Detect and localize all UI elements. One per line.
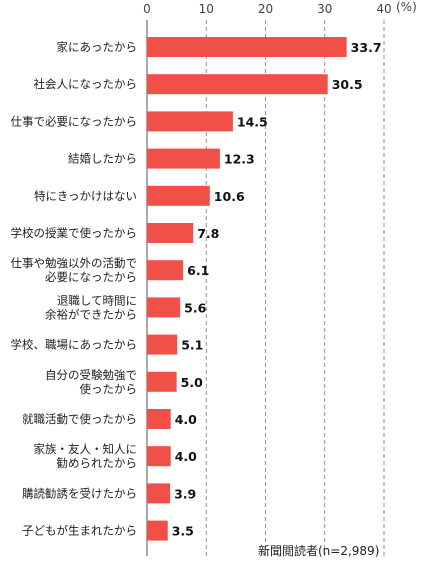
value-label: 4.0 — [175, 412, 197, 427]
value-label: 10.6 — [214, 189, 245, 204]
category-label: 子どもが生まれたから — [22, 524, 137, 538]
x-axis-ticks: 0 10 20 30 40 — [143, 2, 391, 16]
category-label: 特にきっかけはない — [34, 189, 137, 203]
unit-label: (%) — [396, 0, 417, 14]
bar — [147, 74, 328, 95]
value-labels: 33.7 30.5 14.5 12.3 10.6 7.8 6.1 5.6 5.1 5.0 4.0 4.… — [172, 40, 382, 539]
category-label: 結婚したから — [68, 152, 137, 166]
bar — [147, 297, 181, 318]
category-labels: 家にあったから社会人になったから仕事で必要になったから結婚したから特にきっかけは… — [11, 40, 138, 538]
value-label: 30.5 — [332, 77, 363, 92]
category-label: 購読勧誘を受けたから — [22, 486, 137, 500]
value-label: 7.8 — [197, 226, 219, 241]
bar — [147, 223, 194, 243]
value-label: 6.1 — [187, 263, 209, 278]
x-tick-label: 30 — [317, 2, 332, 16]
category-label: 学校の授業で使ったから — [11, 226, 138, 240]
bar — [147, 446, 171, 467]
category-label: 余裕ができたから — [45, 307, 137, 321]
value-label: 4.0 — [175, 449, 197, 464]
value-label: 3.5 — [172, 524, 194, 539]
bar — [147, 520, 168, 541]
x-tick-label: 10 — [199, 2, 214, 16]
category-label: 仕事で必要になったから — [11, 114, 138, 128]
x-tick-label: 0 — [143, 2, 151, 16]
value-label: 33.7 — [351, 40, 382, 55]
value-label: 3.9 — [174, 486, 196, 501]
value-label: 5.6 — [184, 300, 206, 315]
bar — [147, 185, 210, 206]
value-label: 12.3 — [224, 152, 255, 167]
category-label: 就職活動で使ったから — [22, 412, 137, 426]
bars — [147, 37, 347, 541]
bar — [147, 483, 171, 504]
value-label: 5.0 — [181, 375, 203, 390]
bar — [147, 111, 233, 132]
bar — [147, 148, 220, 169]
category-label: 家族・友人・知人に — [34, 442, 138, 456]
sample-note: 新聞閲読者(n=2,989) — [258, 543, 379, 558]
bar — [147, 409, 171, 429]
grid-lines — [146, 20, 385, 556]
x-tick-label: 40 — [376, 2, 391, 16]
category-label: 勧められたから — [57, 456, 138, 470]
bar — [147, 37, 347, 57]
bar — [147, 334, 178, 355]
bar — [147, 371, 177, 392]
value-label: 14.5 — [237, 114, 268, 129]
x-tick-label: 20 — [258, 2, 273, 16]
category-label: 学校、職場にあったから — [11, 338, 138, 352]
category-label: 退職して時間に — [57, 293, 137, 307]
category-label: 必要になったから — [45, 270, 137, 284]
category-label: 仕事や勉強以外の活動で — [11, 256, 138, 270]
value-label: 5.1 — [181, 338, 203, 353]
category-label: 自分の受験勉強で — [45, 368, 137, 382]
bar — [147, 260, 184, 281]
category-label: 社会人になったから — [34, 77, 138, 91]
category-label: 家にあったから — [57, 40, 138, 54]
category-label: 使ったから — [80, 382, 138, 396]
